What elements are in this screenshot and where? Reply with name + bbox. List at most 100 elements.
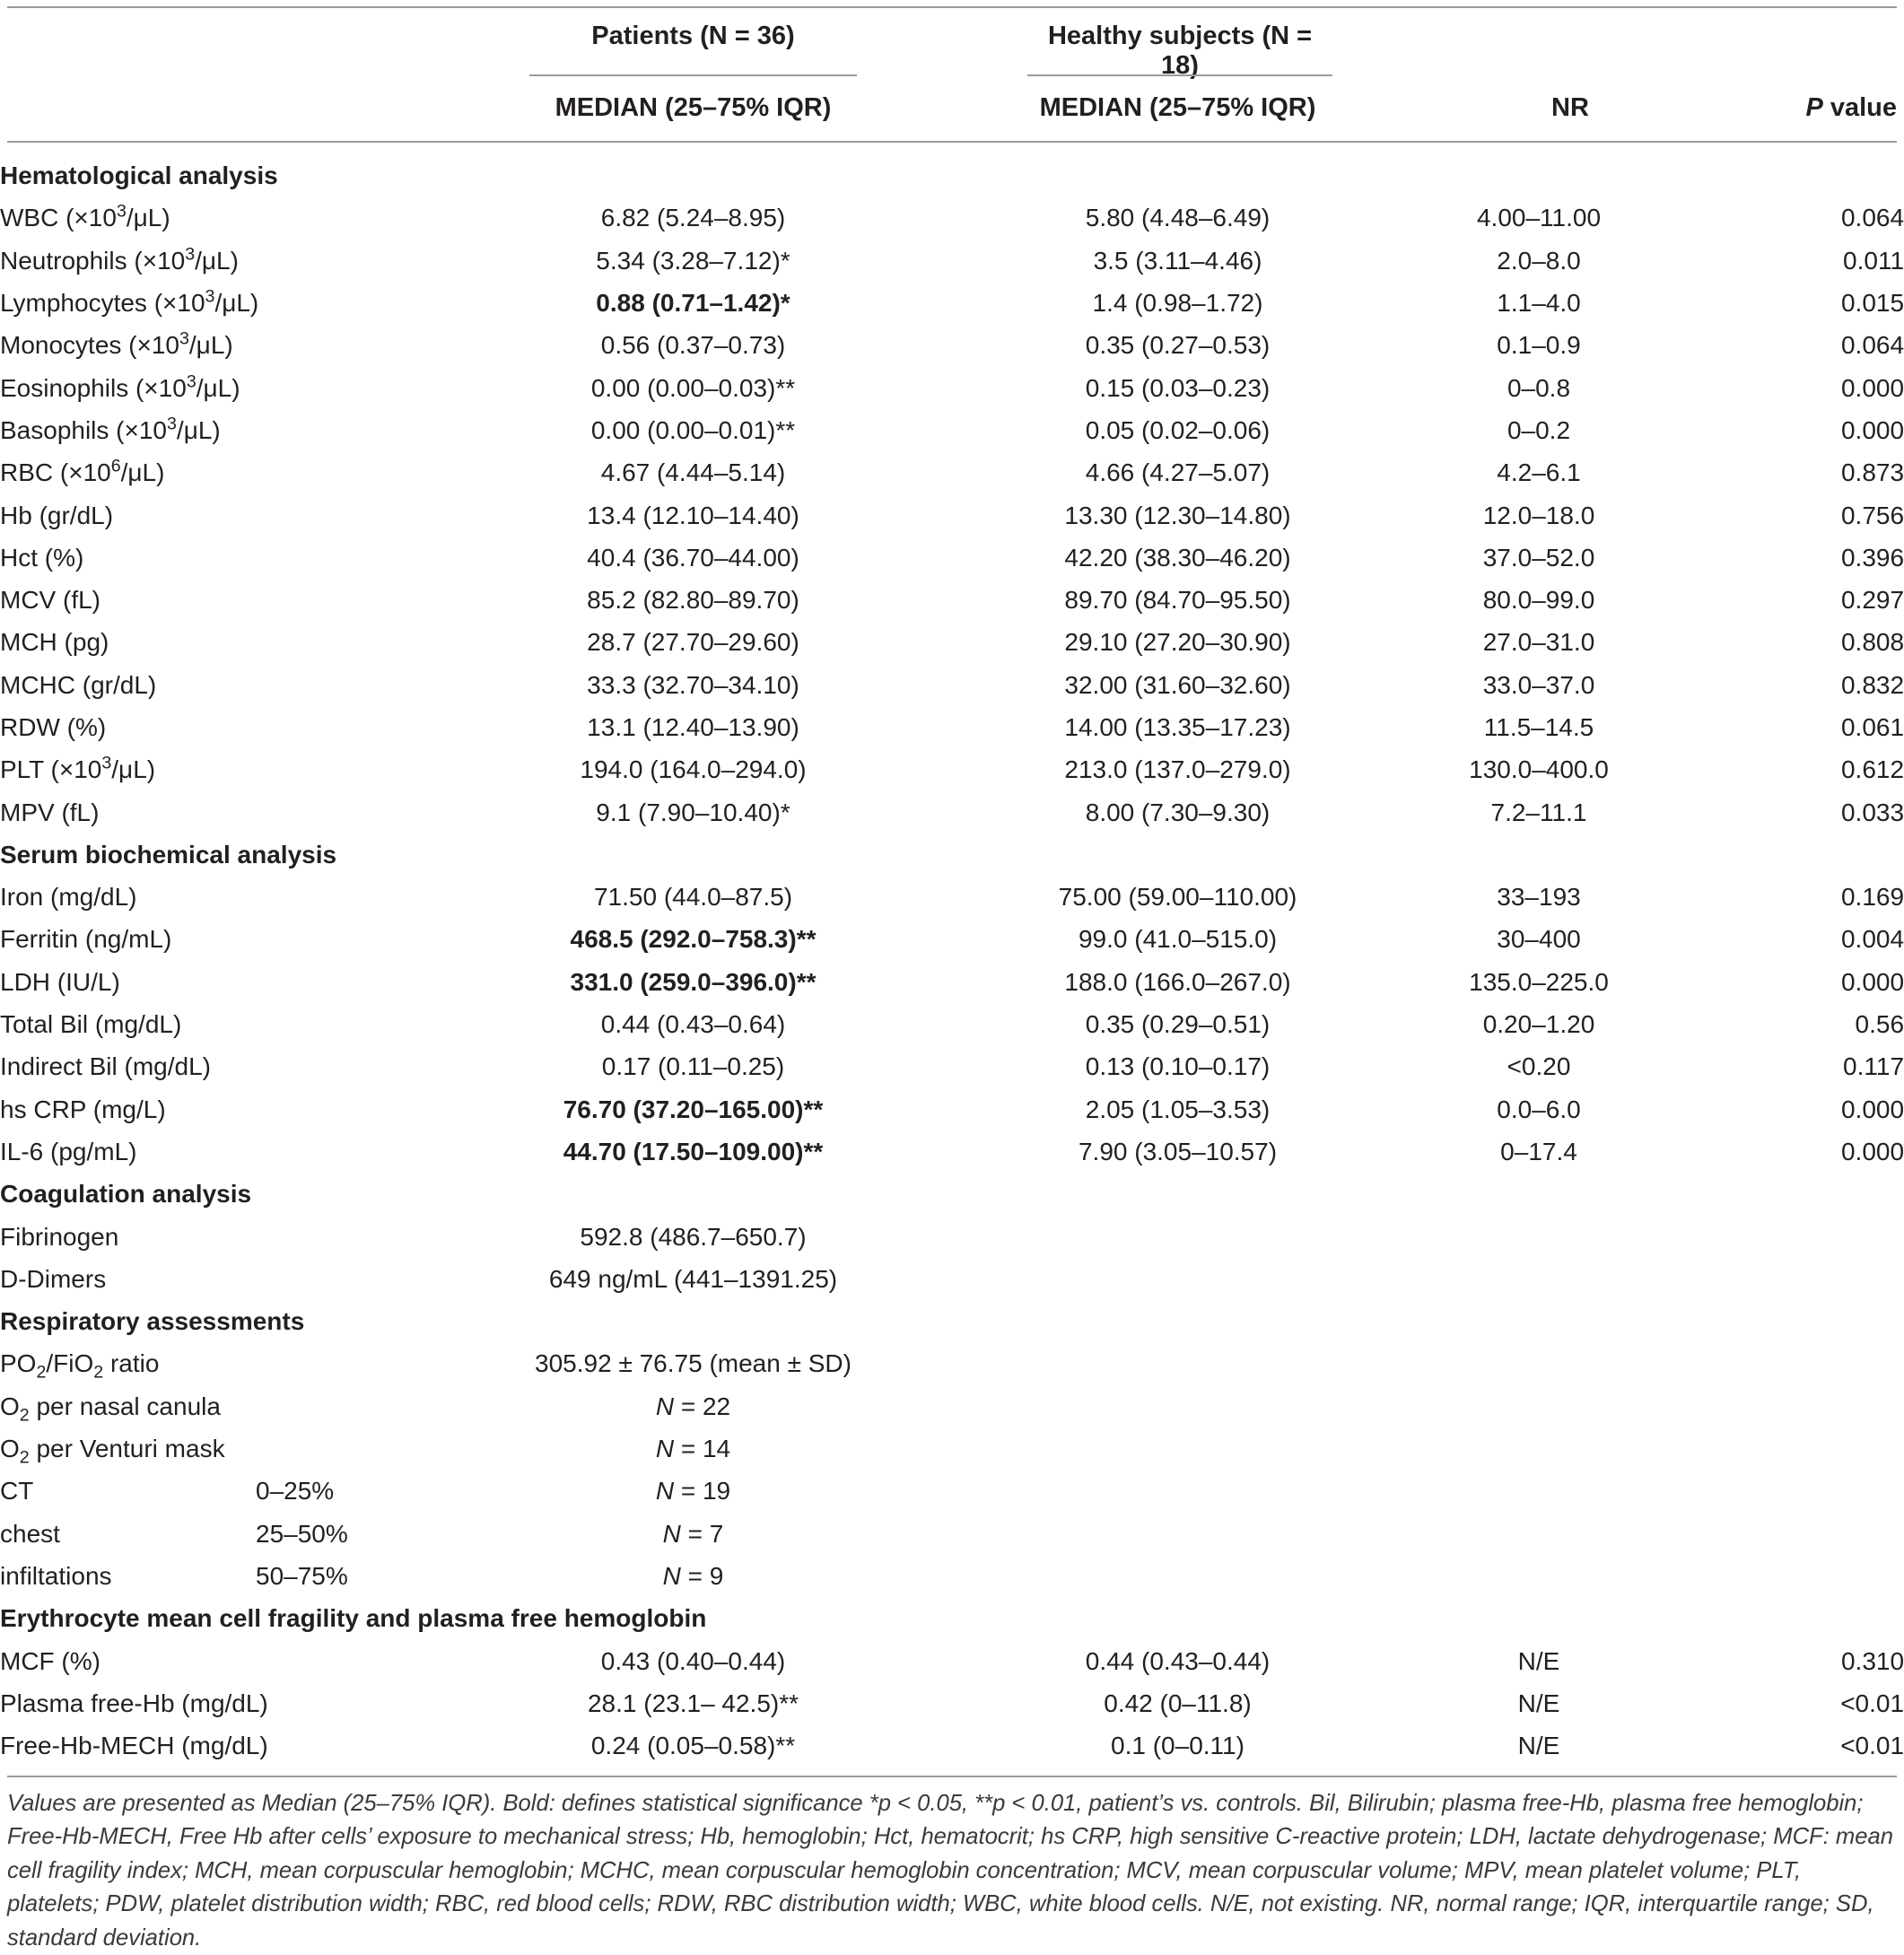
row-label: Lymphocytes (×103/μL) — [0, 282, 502, 324]
cell-p-value: 0.064 — [1840, 204, 1904, 232]
cell-patients-value: = 19 — [674, 1477, 731, 1506]
cell-p-value: 0.061 — [1840, 713, 1904, 741]
cell-patients: 0.24 (0.05–0.58)** — [502, 1724, 884, 1767]
cell-patients-value: 305.92 ± 76.75 (mean ± SD) — [535, 1349, 852, 1378]
row-label-main: chest — [0, 1519, 60, 1548]
spacer-cell — [884, 282, 987, 324]
cell-patients: 4.67 (4.44–5.14) — [502, 451, 884, 493]
cell-p-value: 0.612 — [1840, 755, 1904, 784]
row-label-text: MCHC (gr/dL) — [0, 670, 157, 699]
spacer-cell — [884, 1130, 987, 1173]
table-row: hs CRP (mg/L) 76.70 (37.20–165.00)** 2.05 … — [0, 1088, 1904, 1130]
spacer-cell — [884, 240, 987, 282]
spacer-cell — [1368, 1639, 1449, 1681]
spacer-cell — [1368, 1215, 1449, 1257]
row-label-subscript: 2 — [93, 1363, 104, 1383]
cell-p-value: 0.832 — [1840, 670, 1904, 699]
spacer-cell — [884, 1513, 987, 1555]
row-label: Neutrophils (×103/μL) — [0, 240, 502, 282]
cell-nr: 4.2–6.1 — [1497, 458, 1581, 487]
cell-healthy: 3.5 (3.11–4.46) — [1093, 246, 1262, 275]
cell-patients-value: 0.24 (0.05–0.58)** — [590, 1732, 796, 1760]
row-label-text: PO — [0, 1349, 37, 1378]
table-row: CT 0–25% N = 19 — [0, 1470, 1904, 1512]
cell-nr: 0.20–1.20 — [1482, 1010, 1595, 1039]
cell-patients-value: 649 ng/mL (441–1391.25) — [548, 1264, 838, 1293]
cell-nr — [1449, 1555, 1629, 1597]
cell-nr: 7.2–11.1 — [1490, 798, 1587, 826]
cell-p-value: 0.808 — [1840, 628, 1904, 657]
table-row: O2 per nasal canula N = 22 — [0, 1385, 1904, 1427]
cell-patients: 305.92 ± 76.75 (mean ± SD) — [502, 1342, 884, 1384]
spacer-cell — [1368, 196, 1449, 239]
cell-healthy: 0.35 (0.27–0.53) — [1085, 331, 1271, 360]
row-label: MPV (fL) — [0, 790, 502, 833]
cell-healthy: 89.70 (84.70–95.50) — [1064, 586, 1291, 615]
cell-healthy: 32.00 (31.60–32.60) — [1064, 670, 1291, 699]
spacer-cell — [884, 324, 987, 366]
spacer-cell — [1368, 1003, 1449, 1045]
cell-p-value: 0.169 — [1840, 883, 1904, 912]
cell-patients-value: 0.17 (0.11–0.25) — [601, 1052, 785, 1081]
row-label: Total Bil (mg/dL) — [0, 1003, 502, 1045]
cell-healthy — [987, 1470, 1368, 1512]
row-label-suffix: /μL) — [214, 289, 259, 318]
table-body: Hematological analysis WBC (×103/μL) 6.82 … — [0, 154, 1904, 1767]
cell-patients-n: N — [662, 1519, 681, 1548]
spacer-cell — [1368, 493, 1449, 536]
cell-patients: 85.2 (82.80–89.70) — [502, 579, 884, 621]
spacer-cell — [1368, 748, 1449, 790]
table-row: MCV (fL) 85.2 (82.80–89.70) 89.70 (84.70–9… — [0, 579, 1904, 621]
row-label: Free-Hb-MECH (mg/dL) — [0, 1724, 502, 1767]
section-heading: Coagulation analysis — [0, 1180, 252, 1209]
header-rule — [7, 141, 1897, 143]
cell-patients-value: 0.43 (0.40–0.44) — [600, 1646, 786, 1675]
table-row: Plasma free-Hb (mg/dL) 28.1 (23.1– 42.5)*… — [0, 1682, 1904, 1724]
cell-nr: N/E — [1517, 1646, 1560, 1675]
row-label-range: 50–75% — [256, 1561, 348, 1590]
cell-healthy — [987, 1215, 1368, 1257]
row-label: Ferritin (ng/mL) — [0, 918, 502, 960]
table-row: LDH (IU/L) 331.0 (259.0–396.0)** 188.0 (16… — [0, 961, 1904, 1003]
cell-patients-value: 592.8 (486.7–650.7) — [580, 1222, 807, 1251]
cell-p-value — [1629, 1385, 1904, 1427]
row-label-text: RBC (×10 — [0, 458, 111, 487]
cell-patients-value: 9.1 (7.90–10.40)* — [596, 798, 790, 826]
cell-healthy: 213.0 (137.0–279.0) — [1064, 755, 1291, 784]
spacer-cell — [1368, 1385, 1449, 1427]
spacer-cell — [1368, 1427, 1449, 1470]
cell-healthy: 7.90 (3.05–10.57) — [1078, 1137, 1278, 1165]
spacer-cell — [1368, 409, 1449, 451]
row-label-suffix: /μL) — [196, 373, 240, 402]
row-label: O2 per Venturi mask — [0, 1427, 502, 1470]
row-label-text: Monocytes (×10 — [0, 331, 179, 360]
cell-patients: 0.56 (0.37–0.73) — [502, 324, 884, 366]
col-header-patients-median: MEDIAN (25–75% IQR) — [555, 93, 832, 122]
spacer-cell — [1368, 579, 1449, 621]
row-label-text: hs CRP (mg/L) — [0, 1095, 166, 1123]
col-header-healthy-median: MEDIAN (25–75% IQR) — [1039, 93, 1316, 122]
cell-nr: 130.0–400.0 — [1469, 755, 1609, 784]
group-rule-patients — [529, 74, 857, 76]
cell-patients: 44.70 (17.50–109.00)** — [502, 1130, 884, 1173]
cell-patients-value: 44.70 (17.50–109.00)** — [563, 1137, 824, 1165]
cell-p-value — [1629, 1258, 1904, 1300]
cell-healthy: 5.80 (4.48–6.49) — [1085, 204, 1271, 232]
section-row: Erythrocyte mean cell fragility and plas… — [0, 1597, 1904, 1639]
row-label-mid: /FiO — [46, 1349, 94, 1378]
spacer-cell — [884, 1427, 987, 1470]
spacer-cell — [1368, 1555, 1449, 1597]
cell-patients-value: = 7 — [680, 1519, 724, 1548]
top-rule — [7, 6, 1897, 8]
row-label-exponent: 3 — [116, 202, 127, 223]
cell-healthy: 0.1 (0–0.11) — [1111, 1732, 1245, 1760]
section-heading: Respiratory assessments — [0, 1307, 305, 1336]
cell-nr: 0–17.4 — [1500, 1137, 1577, 1165]
cell-patients: 76.70 (37.20–165.00)** — [502, 1088, 884, 1130]
cell-patients: 40.4 (36.70–44.00) — [502, 537, 884, 579]
table-row: Fibrinogen 592.8 (486.7–650.7) — [0, 1215, 1904, 1257]
cell-patients: 6.82 (5.24–8.95) — [502, 196, 884, 239]
row-label-exponent: 3 — [205, 286, 215, 307]
spacer-cell — [884, 1682, 987, 1724]
cell-nr: 2.0–8.0 — [1497, 246, 1581, 275]
